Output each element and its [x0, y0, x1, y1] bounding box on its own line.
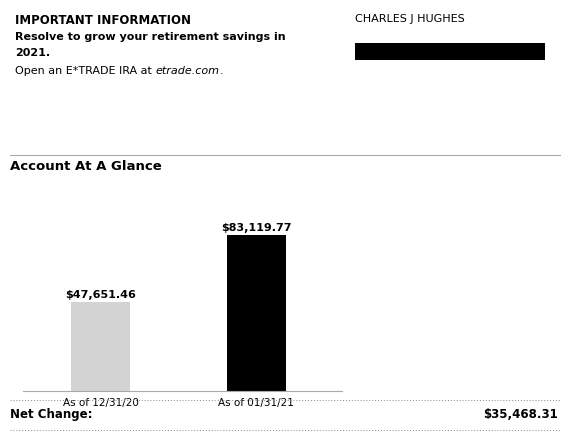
Bar [71, 302, 130, 391]
Text: Resolve to grow your retirement savings in: Resolve to grow your retirement savings … [15, 32, 286, 42]
Text: IMPORTANT INFORMATION: IMPORTANT INFORMATION [15, 14, 191, 27]
Text: $83,119.77: $83,119.77 [221, 223, 292, 233]
Text: $47,651.46: $47,651.46 [65, 290, 136, 300]
Text: Net Change:: Net Change: [10, 408, 92, 421]
Text: CHARLES J HUGHES: CHARLES J HUGHES [355, 14, 465, 24]
Text: Account At A Glance: Account At A Glance [10, 160, 162, 173]
Bar [227, 236, 286, 391]
Text: 2021.: 2021. [15, 48, 50, 58]
Text: Open an E*TRADE IRA at: Open an E*TRADE IRA at [15, 66, 156, 76]
Text: $35,468.31: $35,468.31 [483, 408, 558, 421]
Text: .: . [219, 66, 223, 76]
Text: etrade.com: etrade.com [156, 66, 219, 76]
